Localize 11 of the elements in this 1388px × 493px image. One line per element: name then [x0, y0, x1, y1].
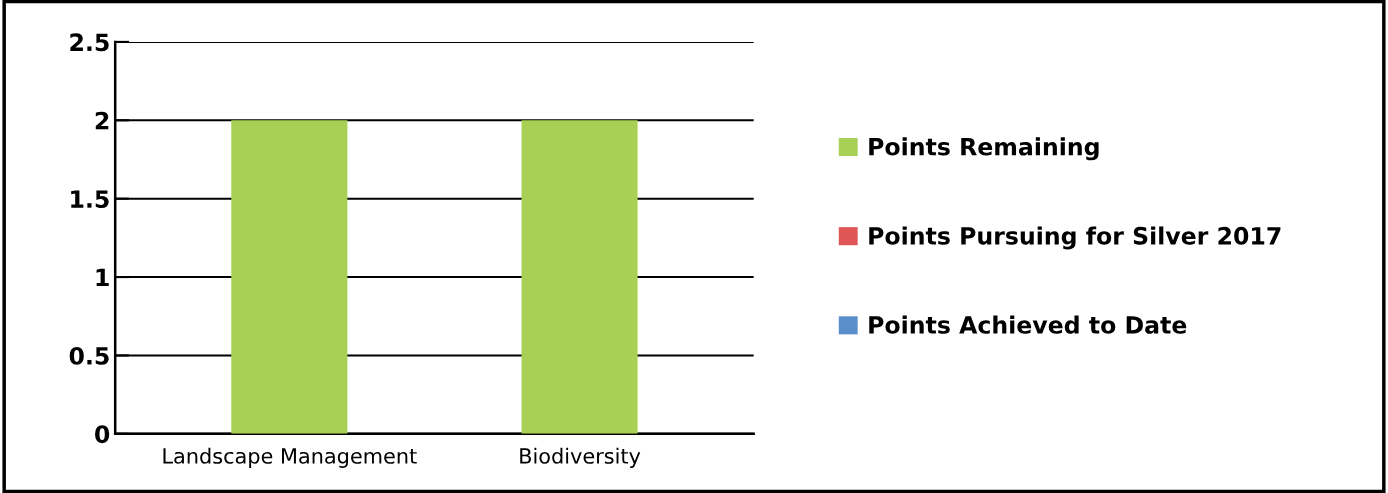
- x-tick-label: Landscape Management: [163, 447, 417, 468]
- x-tick-label: Biodiversity: [520, 447, 641, 468]
- y-tick-label: 2: [95, 111, 109, 130]
- legend-label: Points Remaining: [869, 137, 1099, 161]
- y-tick-label: 0: [95, 425, 110, 444]
- y-tick-label: 1: [96, 268, 109, 287]
- y-tick-label: 2.5: [70, 33, 109, 52]
- legend-label: Points Achieved to Date: [869, 315, 1187, 334]
- y-tick-label: 1.5: [71, 190, 109, 208]
- y-tick-label: 0.5: [69, 346, 109, 365]
- legend-label: Points Pursuing for Silver 2017: [869, 226, 1281, 250]
